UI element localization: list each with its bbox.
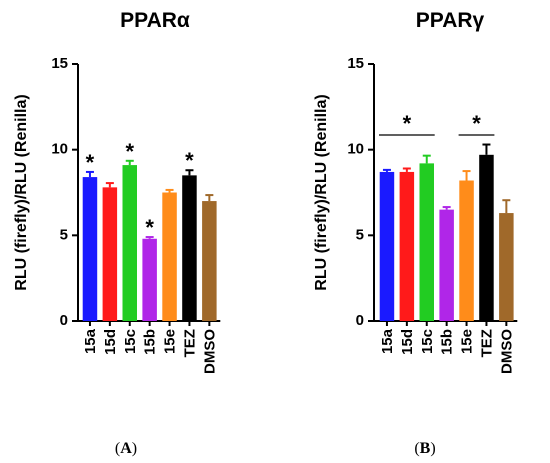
x-tick-label-15e: 15e [459,329,476,354]
x-tick-label-15b: 15b [439,329,456,355]
panel-letter: A [120,440,132,457]
x-tick-label-15d: 15d [399,329,416,355]
x-tick-label-15c: 15c [419,329,436,354]
bar-DMSO [499,213,514,321]
x-tick-label-TEZ: TEZ [478,329,495,357]
bar-15a [379,171,395,321]
significance-star: * [185,148,194,173]
y-tick-label: 5 [60,226,68,243]
y-axis-label: RLU (firefly)/RLU (Renilla) [313,94,330,290]
bar-15e [459,180,474,321]
x-tick-label-TEZ: TEZ [181,329,198,357]
y-tick-label: 5 [356,226,364,243]
bar-15c [419,163,434,321]
x-tick-label-15c: 15c [122,329,139,354]
x-tick-label-DMSO: DMSO [498,329,515,374]
y-tick-label: 15 [51,55,68,72]
panel-letter: B [420,440,431,457]
x-tick-label-DMSO: DMSO [201,329,218,374]
x-tick-label-15b: 15b [142,329,159,355]
bar-DMSO [202,201,217,321]
bar-15a [82,177,98,321]
significance-star: * [86,150,95,175]
y-tick-label: 10 [347,141,364,158]
bar-15b [142,238,157,321]
bar-15d [102,187,118,321]
x-tick-label-15a: 15a [379,328,396,354]
y-tick-label: 10 [51,141,68,158]
y-tick-label: 0 [60,312,68,329]
bar-15c [122,165,137,321]
panel-label: (A) [115,440,137,457]
chart-title: PPARγ [416,9,485,32]
significance-star: * [403,111,412,136]
x-tick-label-15e: 15e [162,329,179,354]
x-tick-label-15a: 15a [82,328,99,354]
bar-15d [399,171,415,321]
bar-TEZ [479,154,494,321]
y-tick-label: 15 [347,55,364,72]
y-axis-label: RLU (firefly)/RLU (Renilla) [13,94,30,290]
bar-15b [439,209,454,321]
y-tick-label: 0 [356,312,364,329]
panel-label: (B) [414,440,435,457]
chart-title: PPARα [120,9,190,32]
significance-star: * [472,111,481,136]
significance-star: * [125,139,134,164]
bar-15e [162,192,177,321]
significance-star: * [145,215,154,240]
bar-TEZ [182,175,197,321]
x-tick-label-15d: 15d [102,329,119,355]
